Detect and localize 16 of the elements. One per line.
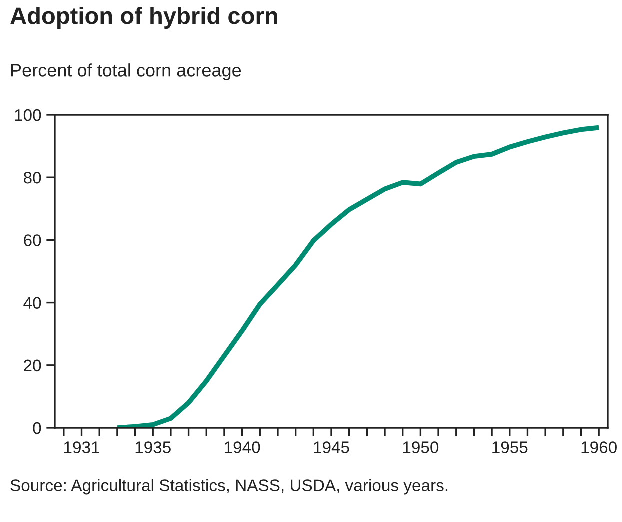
chart-title: Adoption of hybrid corn xyxy=(10,6,278,30)
x-tick-label: 1931 xyxy=(64,442,100,454)
chart-subtitle: Percent of total corn acreage xyxy=(11,64,242,80)
x-tick-label: 1950 xyxy=(403,442,439,454)
x-tick-label: 1940 xyxy=(225,442,260,454)
x-tick-label: 1960 xyxy=(582,442,617,454)
y-tick-label: 100 xyxy=(15,109,42,122)
x-tick-label: 1955 xyxy=(492,442,528,454)
x-tick-label: 1935 xyxy=(136,442,171,454)
x-tick-label: 1945 xyxy=(314,442,350,454)
y-tick-label: 20 xyxy=(24,360,42,372)
y-tick-label: 80 xyxy=(24,172,42,184)
y-tick-label: 40 xyxy=(24,297,42,310)
source-note: Source: Agricultural Statistics, NASS, USDA, various years. xyxy=(10,479,448,495)
y-tick-label: 0 xyxy=(33,422,42,434)
y-tick-label: 60 xyxy=(24,234,42,246)
